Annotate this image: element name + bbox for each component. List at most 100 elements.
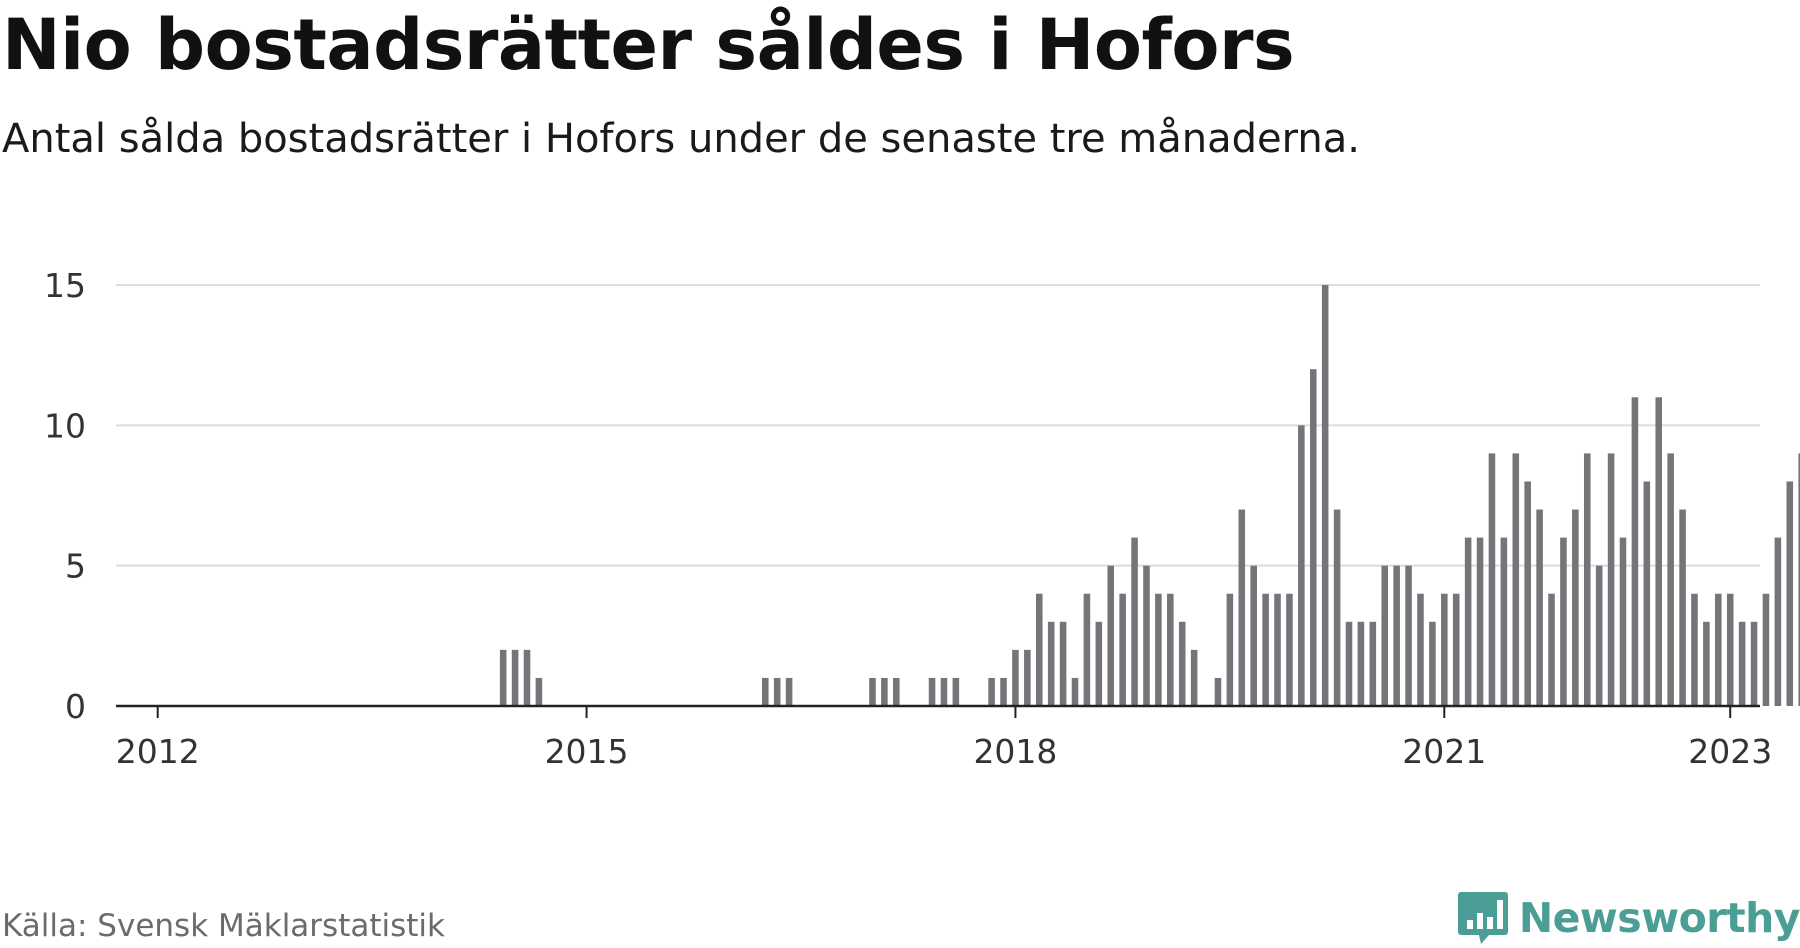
brand-logo: Newsworthy	[1457, 888, 1800, 948]
bar	[1000, 677, 1007, 706]
y-axis: 0 5 10 15	[44, 266, 86, 726]
bar	[893, 677, 900, 706]
bar	[1572, 509, 1579, 706]
bar	[881, 677, 888, 706]
bar	[1429, 621, 1436, 706]
bar	[1309, 369, 1317, 706]
bar	[1512, 453, 1520, 706]
bar	[1524, 481, 1531, 706]
bar	[1369, 621, 1377, 706]
bar	[1357, 621, 1365, 706]
bar	[1405, 565, 1412, 706]
bar	[1691, 593, 1698, 706]
bar	[1464, 537, 1472, 706]
bar	[1155, 593, 1162, 706]
source-note: Källa: Svensk Mäklarstatistik	[2, 908, 445, 944]
bar	[1393, 565, 1400, 706]
bar	[1345, 621, 1353, 706]
bar	[1703, 621, 1710, 706]
bar	[1131, 537, 1138, 706]
bar	[1214, 677, 1222, 706]
bar	[1726, 593, 1734, 706]
bar	[1238, 509, 1246, 706]
x-axis: 2012 2015 2018 2021 2023	[116, 704, 1772, 771]
bar	[1536, 509, 1543, 706]
bar	[1024, 649, 1031, 706]
bar	[1107, 565, 1115, 706]
y-tick-label: 15	[44, 266, 86, 305]
bar	[773, 677, 781, 706]
bar	[1667, 453, 1674, 706]
x-tick-label: 2021	[1402, 732, 1486, 771]
brand-name: Newsworthy	[1518, 894, 1800, 942]
bar	[1274, 593, 1281, 706]
x-tick-label: 2018	[973, 732, 1057, 771]
bar	[1178, 621, 1186, 706]
y-tick-label: 5	[65, 547, 86, 586]
bar	[511, 649, 519, 706]
bar	[1083, 593, 1091, 706]
bar	[1774, 537, 1782, 706]
x-tick-label: 2012	[116, 732, 200, 771]
bar	[1190, 649, 1198, 706]
bar	[499, 649, 507, 706]
bar	[928, 677, 936, 706]
x-tick-label: 2015	[545, 732, 629, 771]
bar	[1488, 453, 1496, 706]
bar-chart-speech-bubble-icon	[1457, 892, 1508, 944]
bar	[1762, 593, 1770, 706]
bar	[1798, 453, 1800, 706]
bar	[1012, 649, 1019, 706]
bar	[535, 677, 543, 706]
bar	[523, 649, 531, 706]
bar	[1500, 537, 1508, 706]
bar	[869, 677, 876, 706]
bar	[1095, 621, 1103, 706]
bar	[1476, 537, 1484, 706]
bar	[1441, 593, 1448, 706]
bar	[1417, 593, 1424, 706]
y-tick-label: 10	[44, 406, 86, 445]
bar	[1381, 565, 1389, 706]
bar	[1262, 593, 1269, 706]
bar	[1583, 453, 1591, 706]
bar	[940, 677, 948, 706]
x-tick-label: 2023	[1688, 732, 1772, 771]
bar	[1595, 565, 1603, 706]
bar	[1750, 621, 1758, 706]
bar	[1333, 509, 1341, 706]
bar	[785, 677, 793, 706]
bar	[761, 677, 769, 706]
bar	[1619, 537, 1627, 706]
bar	[1786, 481, 1794, 706]
bar	[1452, 593, 1460, 706]
bar	[1607, 453, 1615, 706]
bar	[1226, 593, 1234, 706]
bar	[1250, 565, 1257, 706]
bar	[952, 677, 960, 706]
bar	[1035, 593, 1043, 706]
bar	[1643, 481, 1651, 706]
bar	[1560, 537, 1567, 706]
bar	[1047, 621, 1055, 706]
bar	[1655, 397, 1663, 706]
bar	[1738, 621, 1746, 706]
bar	[1679, 509, 1686, 706]
bar	[1298, 425, 1305, 706]
bar	[1119, 593, 1126, 706]
bar	[1548, 593, 1555, 706]
bar	[1059, 621, 1067, 706]
bar	[1715, 593, 1722, 706]
y-tick-label: 0	[65, 687, 86, 726]
bar	[1167, 593, 1174, 706]
bar	[1143, 565, 1150, 706]
chart-title: Nio bostadsrätter såldes i Hofors	[2, 4, 1295, 86]
bar	[988, 677, 995, 706]
bar	[1631, 397, 1639, 706]
bar	[1286, 593, 1293, 706]
bar	[1321, 285, 1329, 706]
chart-subtitle: Antal sålda bostadsrätter i Hofors under…	[2, 116, 1360, 162]
gridlines	[116, 284, 1760, 567]
bar	[1071, 677, 1079, 706]
